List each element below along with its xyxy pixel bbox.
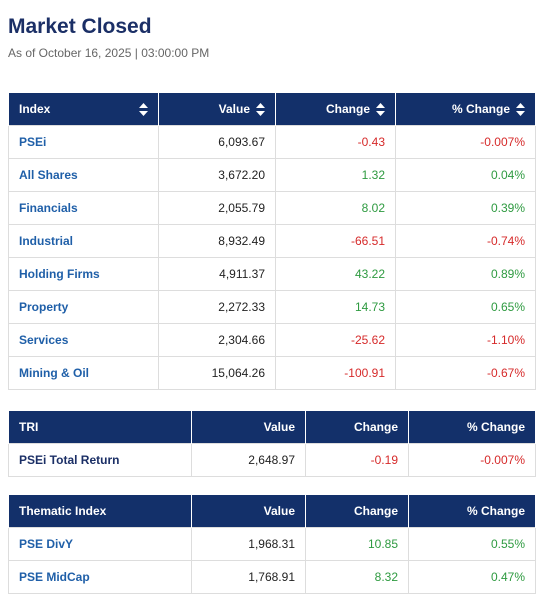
column-header-pct-change: % Change xyxy=(408,410,536,444)
row-name[interactable]: All Shares xyxy=(8,158,159,192)
row-value: 1,768.91 xyxy=(191,560,306,594)
column-header-pct-change: % Change xyxy=(408,494,536,528)
row-value: 2,272.33 xyxy=(158,290,276,324)
page-title: Market Closed xyxy=(8,15,152,38)
row-name[interactable]: Property xyxy=(8,290,159,324)
column-label-index: Index xyxy=(19,102,51,116)
table-row: PSE MidCap 1,768.91 8.32 0.47% xyxy=(8,560,536,594)
row-value: 15,064.26 xyxy=(158,356,276,390)
row-pct-change: 0.39% xyxy=(395,191,536,225)
sort-icon[interactable] xyxy=(139,102,148,116)
sort-icon[interactable] xyxy=(516,102,525,116)
table-row: PSE DivY 1,968.31 10.85 0.55% xyxy=(8,527,536,561)
sort-icon[interactable] xyxy=(256,102,265,116)
column-label-pct-change: % Change xyxy=(451,102,510,116)
row-value: 6,093.67 xyxy=(158,125,276,159)
column-header-thematic-index: Thematic Index xyxy=(8,494,192,528)
row-change: -0.43 xyxy=(275,125,396,159)
table-row: Property 2,272.33 14.73 0.65% xyxy=(8,290,536,324)
index-table-header: Index Value Change % Change xyxy=(8,92,536,126)
row-name[interactable]: PSE MidCap xyxy=(8,560,192,594)
row-change: -0.19 xyxy=(305,443,409,477)
table-row: PSEi Total Return 2,648.97 -0.19 -0.007% xyxy=(8,443,536,477)
column-label-value: Value xyxy=(218,102,250,116)
row-pct-change: 0.89% xyxy=(395,257,536,291)
row-pct-change: 0.55% xyxy=(408,527,536,561)
table-row: All Shares 3,672.20 1.32 0.04% xyxy=(8,158,536,192)
sort-header-index[interactable]: Index xyxy=(8,92,159,126)
row-pct-change: -0.007% xyxy=(408,443,536,477)
row-name[interactable]: PSEi xyxy=(8,125,159,159)
table-row: Services 2,304.66 -25.62 -1.10% xyxy=(8,323,536,357)
row-name[interactable]: PSE DivY xyxy=(8,527,192,561)
column-header-change: Change xyxy=(305,494,409,528)
column-header-change: Change xyxy=(305,410,409,444)
row-pct-change: 0.65% xyxy=(395,290,536,324)
row-name[interactable]: Services xyxy=(8,323,159,357)
table-row: Financials 2,055.79 8.02 0.39% xyxy=(8,191,536,225)
as-of-timestamp: As of October 16, 2025 | 03:00:00 PM xyxy=(8,46,210,60)
column-header-tri: TRI xyxy=(8,410,192,444)
row-change: -66.51 xyxy=(275,224,396,258)
row-change: 43.22 xyxy=(275,257,396,291)
table-row: Holding Firms 4,911.37 43.22 0.89% xyxy=(8,257,536,291)
row-change: 8.32 xyxy=(305,560,409,594)
row-name: PSEi Total Return xyxy=(8,443,192,477)
tri-table: TRI Value Change % Change PSEi Total Ret… xyxy=(8,410,536,477)
row-value: 1,968.31 xyxy=(191,527,306,561)
row-pct-change: 0.47% xyxy=(408,560,536,594)
row-name[interactable]: Holding Firms xyxy=(8,257,159,291)
row-change: -100.91 xyxy=(275,356,396,390)
row-name[interactable]: Mining & Oil xyxy=(8,356,159,390)
thematic-table-header: Thematic Index Value Change % Change xyxy=(8,494,536,528)
column-label-change: Change xyxy=(325,102,370,116)
row-pct-change: -0.007% xyxy=(395,125,536,159)
index-table: Index Value Change % Change xyxy=(8,92,536,390)
thematic-index-table: Thematic Index Value Change % Change PSE… xyxy=(8,494,536,594)
row-value: 2,055.79 xyxy=(158,191,276,225)
row-pct-change: -0.74% xyxy=(395,224,536,258)
table-row: Mining & Oil 15,064.26 -100.91 -0.67% xyxy=(8,356,536,390)
column-header-value: Value xyxy=(191,494,306,528)
row-change: 1.32 xyxy=(275,158,396,192)
row-change: 10.85 xyxy=(305,527,409,561)
row-value: 3,672.20 xyxy=(158,158,276,192)
sort-icon[interactable] xyxy=(376,102,385,116)
table-row: PSEi 6,093.67 -0.43 -0.007% xyxy=(8,125,536,159)
row-pct-change: 0.04% xyxy=(395,158,536,192)
row-change: 8.02 xyxy=(275,191,396,225)
sort-header-value[interactable]: Value xyxy=(158,92,276,126)
row-value: 2,648.97 xyxy=(191,443,306,477)
row-change: -25.62 xyxy=(275,323,396,357)
row-value: 2,304.66 xyxy=(158,323,276,357)
row-value: 8,932.49 xyxy=(158,224,276,258)
row-change: 14.73 xyxy=(275,290,396,324)
row-value: 4,911.37 xyxy=(158,257,276,291)
row-pct-change: -1.10% xyxy=(395,323,536,357)
column-header-value: Value xyxy=(191,410,306,444)
sort-header-change[interactable]: Change xyxy=(275,92,396,126)
table-row: Industrial 8,932.49 -66.51 -0.74% xyxy=(8,224,536,258)
sort-header-pct-change[interactable]: % Change xyxy=(395,92,536,126)
row-pct-change: -0.67% xyxy=(395,356,536,390)
row-name[interactable]: Financials xyxy=(8,191,159,225)
row-name[interactable]: Industrial xyxy=(8,224,159,258)
tri-table-header: TRI Value Change % Change xyxy=(8,410,536,444)
